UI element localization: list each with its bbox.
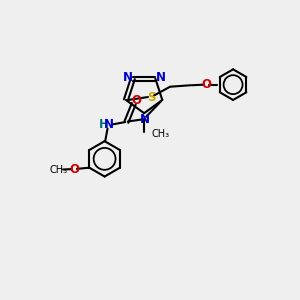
Text: S: S	[147, 91, 155, 103]
Text: CH₃: CH₃	[49, 165, 67, 175]
Text: O: O	[131, 94, 141, 107]
Text: CH₃: CH₃	[152, 129, 169, 139]
Text: N: N	[104, 118, 114, 130]
Text: O: O	[69, 163, 79, 176]
Text: O: O	[201, 78, 211, 91]
Text: N: N	[123, 70, 133, 84]
Text: N: N	[156, 70, 166, 84]
Text: N: N	[140, 112, 150, 126]
Text: H: H	[99, 118, 109, 130]
